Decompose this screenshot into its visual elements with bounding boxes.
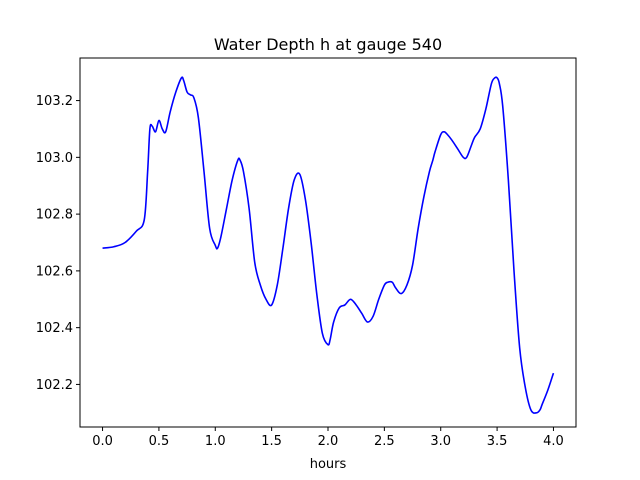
y-tick-label: 103.0 [36,151,73,166]
x-tick-label: 0.5 [149,434,170,449]
x-tick-label: 0.0 [92,434,113,449]
y-tick-label: 102.6 [36,264,73,279]
x-tick-label: 2.0 [318,434,339,449]
x-tick-label: 3.5 [487,434,508,449]
x-tick-label: 3.0 [430,434,451,449]
x-tick-label: 1.0 [205,434,226,449]
chart-title: Water Depth h at gauge 540 [214,35,442,54]
y-tick-label: 102.2 [36,378,73,393]
series-line-0 [102,76,555,414]
x-tick-label: 1.5 [261,434,282,449]
series-layer [102,76,555,414]
x-tick-label: 4.0 [543,434,564,449]
axes-frame [79,57,577,428]
x-axis-label: hours [310,457,347,472]
y-tick-label: 103.2 [36,94,73,109]
y-tick-label: 102.4 [36,321,73,336]
x-axis: 0.0 0.5 1.0 1.5 2.0 2.5 3.0 3.5 4.0 [92,427,564,449]
x-tick-label: 2.5 [374,434,395,449]
plot-area [79,57,577,428]
y-axis: 102.2 102.4 102.6 102.8 103.0 103.2 [36,94,80,393]
y-tick-label: 102.8 [36,208,73,223]
